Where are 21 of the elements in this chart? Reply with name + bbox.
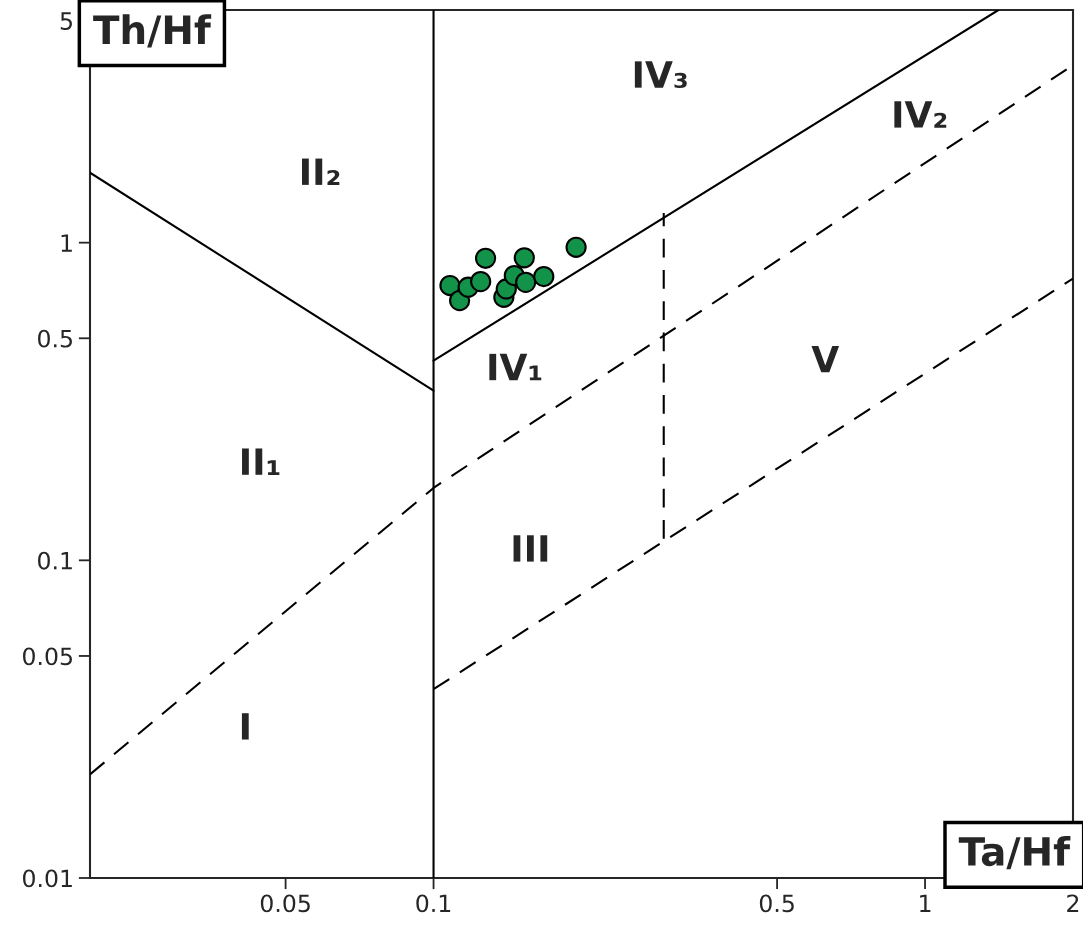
annotation: II₂ bbox=[302, 158, 340, 186]
annotation: III bbox=[513, 535, 548, 562]
y-tick-label: 0.05 bbox=[23, 647, 72, 666]
y-tick-label: 0.5 bbox=[38, 329, 72, 348]
annotation: IV₁ bbox=[489, 353, 542, 381]
annotation: II₁ bbox=[242, 448, 280, 475]
y-axis-title: Th/Hf bbox=[93, 14, 212, 48]
annotation: IV₂ bbox=[894, 101, 947, 128]
x-tick-label: 1 bbox=[920, 894, 931, 912]
y-tick-label: 5 bbox=[60, 12, 72, 30]
x-axis-title: Ta/Hf bbox=[958, 836, 1071, 870]
annotation: IV₃ bbox=[634, 61, 687, 89]
x-tick-label: 0.1 bbox=[416, 894, 451, 913]
y-tick-label: 0.01 bbox=[23, 869, 72, 888]
y-tick-label: 0.1 bbox=[38, 551, 72, 570]
y-tick-label: 1 bbox=[61, 234, 72, 252]
x-tick-label: 0.05 bbox=[260, 894, 310, 913]
x-tick-label: 0.5 bbox=[759, 894, 794, 913]
annotation: I bbox=[241, 713, 249, 740]
annotation: V bbox=[811, 346, 840, 373]
x-tick-label: 2 bbox=[1067, 894, 1079, 912]
